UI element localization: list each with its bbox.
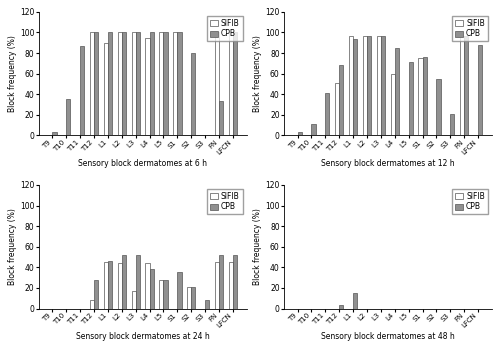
Bar bbox=[122, 32, 126, 135]
Bar bbox=[215, 32, 219, 135]
Legend: SIFIB, CPB: SIFIB, CPB bbox=[452, 16, 488, 41]
Bar bbox=[335, 83, 339, 135]
Bar bbox=[381, 36, 385, 135]
Bar bbox=[233, 32, 237, 135]
Bar bbox=[66, 99, 70, 135]
Bar bbox=[349, 36, 353, 135]
Bar bbox=[339, 65, 344, 135]
Bar bbox=[229, 262, 233, 309]
Bar bbox=[215, 262, 219, 309]
Bar bbox=[326, 93, 330, 135]
Bar bbox=[146, 38, 150, 135]
Y-axis label: Block frequency (%): Block frequency (%) bbox=[8, 208, 18, 285]
X-axis label: Sensory block dermatomes at 24 h: Sensory block dermatomes at 24 h bbox=[76, 332, 210, 341]
X-axis label: Sensory block dermatomes at 48 h: Sensory block dermatomes at 48 h bbox=[321, 332, 454, 341]
Bar bbox=[118, 263, 122, 309]
Bar bbox=[298, 132, 302, 135]
Bar bbox=[136, 255, 140, 309]
Bar bbox=[229, 32, 233, 135]
Bar bbox=[94, 280, 98, 309]
Bar bbox=[464, 36, 468, 135]
Bar bbox=[312, 124, 316, 135]
Bar bbox=[122, 255, 126, 309]
Bar bbox=[394, 48, 399, 135]
Bar bbox=[90, 300, 94, 309]
Bar bbox=[450, 114, 454, 135]
Bar bbox=[363, 36, 367, 135]
Bar bbox=[136, 32, 140, 135]
Bar bbox=[219, 255, 223, 309]
Bar bbox=[108, 32, 112, 135]
Bar bbox=[353, 293, 357, 309]
Bar bbox=[192, 287, 196, 309]
Bar bbox=[164, 280, 168, 309]
Bar bbox=[90, 32, 94, 135]
Bar bbox=[376, 36, 381, 135]
Bar bbox=[150, 32, 154, 135]
Bar bbox=[80, 46, 84, 135]
Bar bbox=[390, 74, 394, 135]
Bar bbox=[132, 291, 136, 309]
Bar bbox=[104, 262, 108, 309]
X-axis label: Sensory block dermatomes at 12 h: Sensory block dermatomes at 12 h bbox=[321, 158, 454, 168]
Bar bbox=[353, 39, 357, 135]
Y-axis label: Block frequency (%): Block frequency (%) bbox=[254, 35, 262, 112]
Bar bbox=[104, 43, 108, 135]
Bar bbox=[118, 32, 122, 135]
Y-axis label: Block frequency (%): Block frequency (%) bbox=[8, 35, 18, 112]
Bar bbox=[408, 62, 413, 135]
Y-axis label: Block frequency (%): Block frequency (%) bbox=[254, 208, 262, 285]
Bar bbox=[478, 45, 482, 135]
Bar bbox=[422, 57, 426, 135]
X-axis label: Sensory block dermatomes at 6 h: Sensory block dermatomes at 6 h bbox=[78, 158, 207, 168]
Bar bbox=[205, 300, 210, 309]
Bar bbox=[178, 273, 182, 309]
Legend: SIFIB, CPB: SIFIB, CPB bbox=[207, 189, 242, 214]
Bar bbox=[219, 102, 223, 135]
Bar bbox=[160, 32, 164, 135]
Bar bbox=[173, 32, 178, 135]
Bar bbox=[339, 305, 344, 309]
Bar bbox=[192, 53, 196, 135]
Bar bbox=[233, 255, 237, 309]
Bar bbox=[160, 280, 164, 309]
Bar bbox=[52, 132, 56, 135]
Legend: SIFIB, CPB: SIFIB, CPB bbox=[452, 189, 488, 214]
Bar bbox=[108, 261, 112, 309]
Bar bbox=[94, 32, 98, 135]
Legend: SIFIB, CPB: SIFIB, CPB bbox=[207, 16, 242, 41]
Bar bbox=[460, 36, 464, 135]
Bar bbox=[178, 32, 182, 135]
Bar bbox=[367, 36, 371, 135]
Bar bbox=[187, 287, 192, 309]
Bar bbox=[418, 58, 422, 135]
Bar bbox=[132, 32, 136, 135]
Bar bbox=[436, 79, 440, 135]
Bar bbox=[146, 263, 150, 309]
Bar bbox=[164, 32, 168, 135]
Bar bbox=[150, 269, 154, 309]
